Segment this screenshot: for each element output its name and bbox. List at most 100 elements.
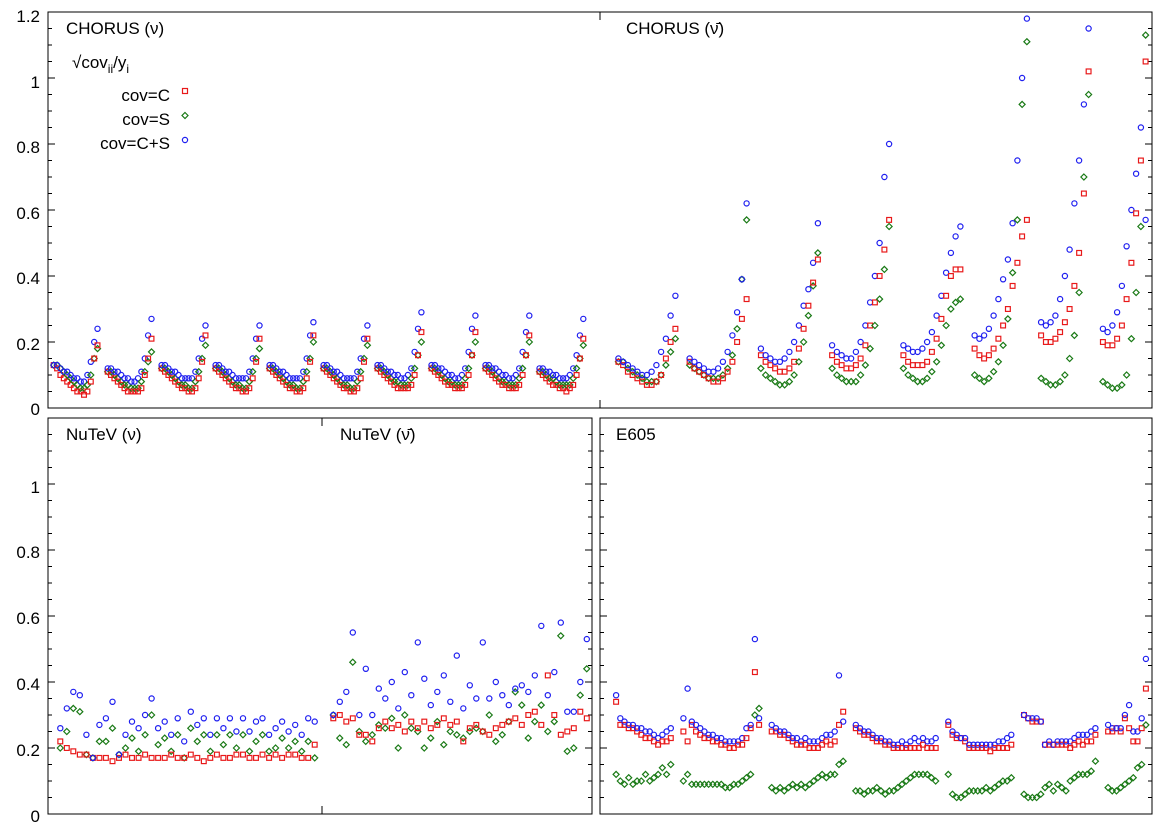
marker-cov-s: [201, 341, 210, 350]
marker-cov-cs: [789, 734, 796, 742]
marker-cov-cs: [1075, 157, 1083, 164]
marker-cov-s: [994, 780, 1003, 789]
marker-cov-cs: [755, 715, 763, 722]
marker-cov-s: [616, 777, 625, 785]
marker-cov-cs: [354, 368, 361, 375]
marker-cov-cs: [642, 728, 649, 735]
marker-cov-cs: [1142, 216, 1149, 224]
marker-cov-cs: [222, 368, 229, 375]
marker-cov-s: [923, 770, 932, 779]
marker-cov-c: [347, 388, 354, 395]
marker-cov-cs: [182, 375, 189, 382]
marker-cov-s: [1028, 793, 1037, 802]
marker-cov-cs: [1020, 711, 1028, 719]
marker-cov-c: [1071, 741, 1078, 748]
marker-cov-s: [734, 780, 742, 789]
marker-cov-cs: [336, 698, 343, 706]
marker-cov-c: [486, 731, 493, 738]
marker-cov-cs: [298, 731, 305, 739]
marker-cov-cs: [786, 348, 793, 356]
marker-cov-cs: [305, 715, 312, 722]
marker-cov-c: [192, 385, 199, 392]
marker-cov-c: [663, 738, 670, 745]
marker-cov-c: [781, 368, 788, 375]
marker-cov-s: [776, 783, 784, 792]
marker-cov-s: [1103, 381, 1112, 389]
marker-cov-cs: [729, 332, 736, 339]
legend-title-main: √cov: [72, 53, 108, 72]
marker-cov-cs: [512, 685, 519, 692]
marker-cov-s: [919, 770, 927, 779]
marker-cov-s: [134, 384, 142, 393]
marker-cov-cs: [343, 688, 350, 696]
marker-cov-c: [1076, 249, 1083, 256]
marker-cov-s: [942, 321, 950, 330]
marker-cov-s: [485, 711, 494, 719]
marker-cov-c: [195, 375, 202, 382]
marker-cov-cs: [743, 200, 750, 207]
marker-cov-cs: [434, 688, 441, 696]
marker-cov-s: [1049, 787, 1058, 795]
marker-cov-s: [818, 770, 826, 779]
marker-cov-cs: [50, 361, 57, 369]
marker-cov-cs: [1042, 322, 1050, 329]
marker-cov-c: [285, 751, 292, 758]
marker-cov-c: [667, 735, 674, 742]
marker-cov-c: [1029, 718, 1036, 725]
marker-cov-c: [873, 738, 880, 745]
marker-cov-c: [692, 728, 699, 735]
marker-cov-cs: [559, 375, 567, 382]
marker-cov-s: [193, 737, 202, 746]
marker-cov-cs: [518, 682, 526, 689]
marker-cov-c: [909, 362, 916, 369]
marker-cov-cs: [1018, 74, 1026, 82]
marker-cov-s: [173, 730, 182, 739]
marker-cov-c: [1023, 216, 1030, 223]
marker-cov-cs: [465, 348, 472, 356]
marker-cov-s: [291, 737, 300, 746]
marker-cov-s: [1083, 770, 1091, 779]
marker-cov-c: [576, 355, 583, 362]
marker-cov-c: [506, 385, 513, 392]
marker-cov-cs: [495, 368, 503, 375]
marker-cov-c: [185, 388, 192, 395]
marker-cov-c: [57, 372, 64, 379]
marker-cov-c: [384, 375, 391, 382]
marker-cov-c: [364, 335, 371, 342]
marker-cov-cs: [107, 365, 115, 372]
marker-cov-c: [852, 362, 859, 369]
marker-cov-c: [512, 385, 519, 392]
marker-cov-s: [524, 734, 533, 742]
marker-cov-cs: [303, 355, 310, 362]
marker-cov-s: [363, 341, 372, 350]
marker-cov-cs: [53, 361, 61, 369]
marker-cov-s: [69, 704, 78, 713]
marker-cov-s: [134, 747, 143, 756]
marker-cov-cs: [401, 375, 408, 382]
marker-cov-cs: [168, 368, 175, 375]
marker-cov-cs: [306, 332, 314, 339]
marker-cov-c: [1121, 715, 1128, 722]
marker-cov-c: [142, 751, 149, 758]
marker-cov-cs: [876, 239, 883, 247]
marker-cov-s: [877, 787, 885, 795]
marker-cov-c: [709, 738, 716, 745]
marker-cov-cs: [795, 322, 803, 329]
marker-cov-cs: [104, 365, 111, 372]
marker-cov-cs: [134, 375, 142, 382]
marker-cov-cs: [1008, 731, 1015, 739]
marker-cov-c: [544, 672, 551, 679]
marker-cov-c: [966, 744, 973, 751]
marker-cov-c: [320, 365, 327, 372]
marker-cov-c: [518, 721, 525, 728]
marker-cov-s: [147, 348, 156, 356]
marker-cov-c: [519, 372, 526, 379]
marker-cov-c: [653, 378, 660, 385]
marker-cov-cs: [235, 375, 243, 382]
marker-cov-cs: [982, 741, 990, 748]
marker-cov-cs: [722, 738, 729, 745]
marker-cov-s: [154, 740, 162, 749]
marker-cov-c: [772, 365, 779, 372]
marker-cov-cs: [128, 718, 136, 725]
